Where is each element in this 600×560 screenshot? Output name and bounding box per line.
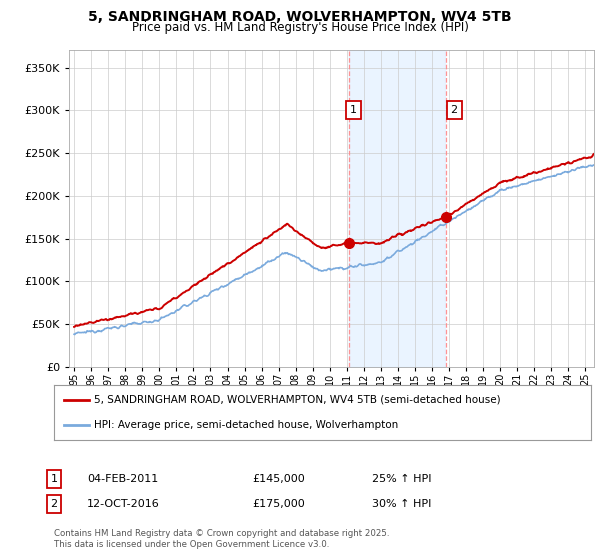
Text: 12-OCT-2016: 12-OCT-2016 bbox=[87, 499, 160, 509]
Text: Price paid vs. HM Land Registry's House Price Index (HPI): Price paid vs. HM Land Registry's House … bbox=[131, 21, 469, 34]
Text: 1: 1 bbox=[50, 474, 58, 484]
Text: 04-FEB-2011: 04-FEB-2011 bbox=[87, 474, 158, 484]
Text: £175,000: £175,000 bbox=[252, 499, 305, 509]
Text: 1: 1 bbox=[350, 105, 357, 115]
Text: 5, SANDRINGHAM ROAD, WOLVERHAMPTON, WV4 5TB: 5, SANDRINGHAM ROAD, WOLVERHAMPTON, WV4 … bbox=[88, 10, 512, 24]
Text: 25% ↑ HPI: 25% ↑ HPI bbox=[372, 474, 431, 484]
Text: 30% ↑ HPI: 30% ↑ HPI bbox=[372, 499, 431, 509]
Text: 5, SANDRINGHAM ROAD, WOLVERHAMPTON, WV4 5TB (semi-detached house): 5, SANDRINGHAM ROAD, WOLVERHAMPTON, WV4 … bbox=[94, 395, 501, 404]
Text: 2: 2 bbox=[50, 499, 58, 509]
Text: Contains HM Land Registry data © Crown copyright and database right 2025.
This d: Contains HM Land Registry data © Crown c… bbox=[54, 529, 389, 549]
Text: £145,000: £145,000 bbox=[252, 474, 305, 484]
Text: 2: 2 bbox=[451, 105, 458, 115]
Text: HPI: Average price, semi-detached house, Wolverhampton: HPI: Average price, semi-detached house,… bbox=[94, 420, 398, 430]
